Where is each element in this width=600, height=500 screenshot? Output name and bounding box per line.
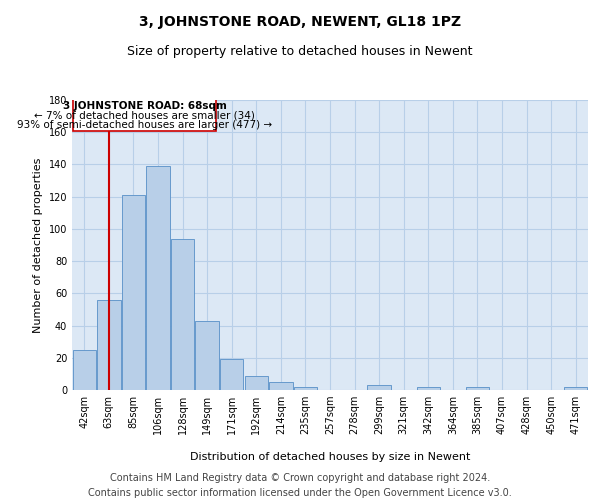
Bar <box>196 320 219 390</box>
Text: ← 7% of detached houses are smaller (34): ← 7% of detached houses are smaller (34) <box>34 110 255 120</box>
Bar <box>416 387 440 390</box>
Bar <box>97 300 121 390</box>
Bar <box>466 387 489 390</box>
Bar <box>367 385 391 390</box>
Bar <box>269 382 293 390</box>
Bar <box>171 238 194 390</box>
Bar <box>564 387 587 390</box>
Bar <box>146 166 170 390</box>
Text: 93% of semi-detached houses are larger (477) →: 93% of semi-detached houses are larger (… <box>17 120 272 130</box>
Y-axis label: Number of detached properties: Number of detached properties <box>33 158 43 332</box>
Text: Contains HM Land Registry data © Crown copyright and database right 2024.
Contai: Contains HM Land Registry data © Crown c… <box>88 472 512 498</box>
Text: Size of property relative to detached houses in Newent: Size of property relative to detached ho… <box>127 45 473 58</box>
Text: 3 JOHNSTONE ROAD: 68sqm: 3 JOHNSTONE ROAD: 68sqm <box>62 100 226 110</box>
Bar <box>294 387 317 390</box>
Text: Distribution of detached houses by size in Newent: Distribution of detached houses by size … <box>190 452 470 462</box>
Bar <box>122 195 145 390</box>
FancyBboxPatch shape <box>73 98 216 130</box>
Text: 3, JOHNSTONE ROAD, NEWENT, GL18 1PZ: 3, JOHNSTONE ROAD, NEWENT, GL18 1PZ <box>139 15 461 29</box>
Bar <box>220 360 244 390</box>
Bar <box>245 376 268 390</box>
Bar <box>73 350 96 390</box>
